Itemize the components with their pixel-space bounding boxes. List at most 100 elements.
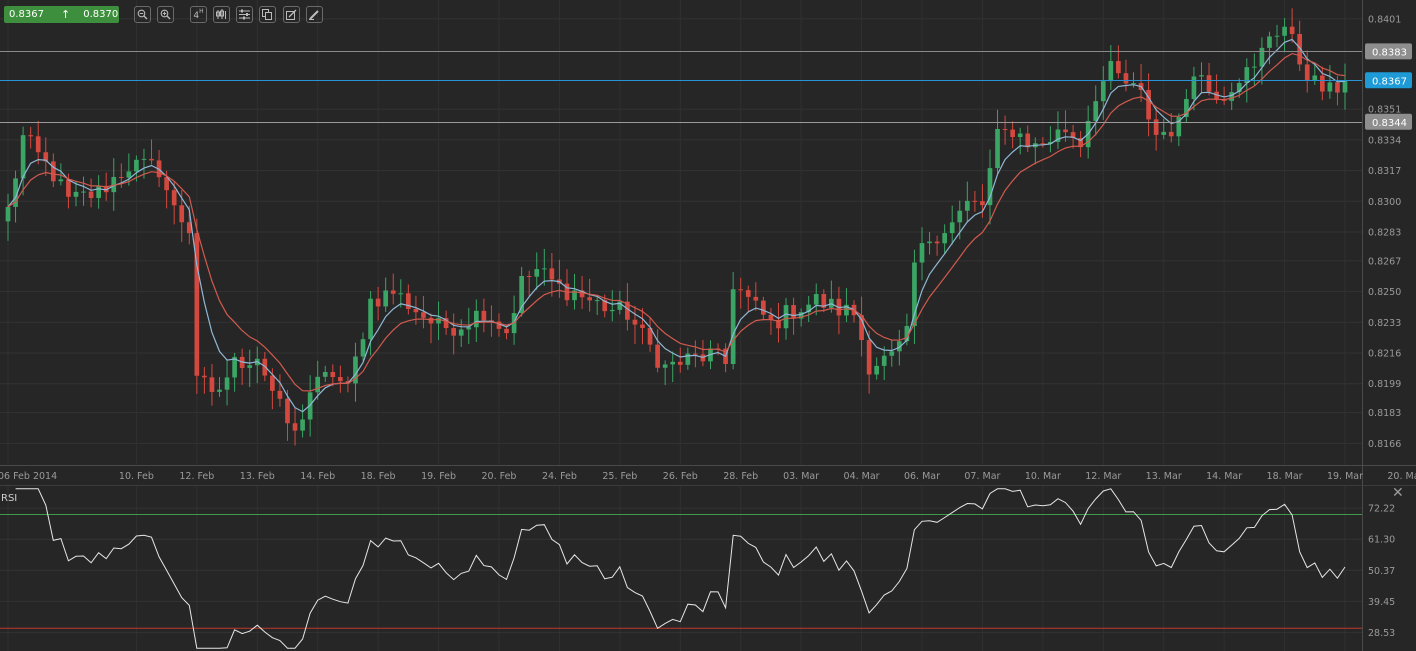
candle-down[interactable]: [1040, 143, 1046, 145]
candle-down[interactable]: [202, 375, 207, 378]
copy-icon[interactable]: [259, 6, 276, 23]
candle-up[interactable]: [662, 364, 668, 368]
candle-up[interactable]: [300, 419, 305, 431]
candle-up[interactable]: [1199, 75, 1204, 77]
candle-down[interactable]: [1116, 61, 1121, 74]
candle-down[interactable]: [292, 423, 298, 431]
candle-up[interactable]: [1229, 92, 1235, 101]
candle-down[interactable]: [1221, 99, 1227, 101]
candle-down[interactable]: [587, 297, 592, 301]
candle-down[interactable]: [504, 328, 509, 334]
candle-up[interactable]: [813, 294, 819, 305]
candle-down[interactable]: [1335, 82, 1340, 93]
candle-up[interactable]: [20, 135, 26, 179]
candle-down[interactable]: [103, 185, 109, 193]
candle-up[interactable]: [685, 353, 691, 365]
candle-up[interactable]: [912, 262, 917, 326]
candle-up[interactable]: [1017, 133, 1023, 138]
zoom-out-icon[interactable]: [134, 6, 151, 23]
candle-down[interactable]: [1206, 75, 1212, 92]
candle-down[interactable]: [821, 294, 827, 308]
candle-down[interactable]: [345, 381, 351, 384]
candle-up[interactable]: [1108, 61, 1114, 82]
candle-up[interactable]: [58, 179, 64, 182]
candle-up[interactable]: [1274, 35, 1280, 37]
candle-up[interactable]: [927, 241, 932, 244]
close-icon[interactable]: ✕: [1392, 485, 1404, 501]
candle-up[interactable]: [96, 185, 101, 199]
candle-down[interactable]: [579, 290, 585, 298]
candle-down[interactable]: [768, 314, 774, 320]
candle-down[interactable]: [428, 317, 434, 324]
candle-down[interactable]: [647, 327, 653, 345]
candle-down[interactable]: [866, 340, 872, 375]
candle-up[interactable]: [436, 318, 441, 324]
candle-up[interactable]: [987, 168, 993, 206]
candle-down[interactable]: [1289, 26, 1295, 35]
chart-type-icon[interactable]: [213, 6, 230, 23]
candle-down[interactable]: [791, 305, 796, 319]
candle-down[interactable]: [655, 344, 660, 368]
candle-up[interactable]: [904, 325, 910, 342]
candle-down[interactable]: [1063, 129, 1068, 133]
candle-up[interactable]: [1244, 67, 1250, 83]
candle-up[interactable]: [111, 176, 117, 193]
candle-down[interactable]: [413, 308, 419, 313]
indicators-icon[interactable]: [236, 6, 253, 23]
draw-icon[interactable]: [283, 6, 300, 23]
candle-up[interactable]: [896, 341, 902, 352]
candle-down[interactable]: [1297, 34, 1303, 65]
candle-up[interactable]: [466, 327, 472, 330]
candle-up[interactable]: [458, 329, 464, 336]
candle-up[interactable]: [1184, 98, 1189, 118]
quote-badge[interactable]: 0.8367 ↑ 0.8370: [4, 6, 119, 23]
candle-up[interactable]: [534, 269, 540, 277]
candle-down[interactable]: [421, 312, 426, 318]
candle-up[interactable]: [783, 305, 789, 329]
candle-up[interactable]: [1342, 80, 1348, 93]
candle-down[interactable]: [1214, 91, 1219, 100]
candle-down[interactable]: [1025, 133, 1031, 148]
candle-down[interactable]: [677, 361, 683, 365]
candle-down[interactable]: [194, 233, 200, 376]
pencil-icon[interactable]: [306, 6, 323, 23]
candle-down[interactable]: [1078, 138, 1083, 148]
candle-up[interactable]: [383, 290, 389, 307]
candle-down[interactable]: [338, 377, 343, 382]
candle-down[interactable]: [972, 200, 978, 202]
candle-down[interactable]: [451, 328, 457, 336]
candle-up[interactable]: [1236, 82, 1242, 93]
candle-up[interactable]: [1252, 66, 1257, 68]
candle-up[interactable]: [232, 356, 237, 378]
candle-up[interactable]: [798, 312, 804, 319]
candle-down[interactable]: [1153, 119, 1159, 135]
candle-up[interactable]: [949, 222, 955, 234]
candle-down[interactable]: [980, 201, 985, 206]
candle-down[interactable]: [35, 136, 41, 153]
candle-up[interactable]: [919, 243, 925, 263]
candle-up[interactable]: [730, 289, 736, 365]
candle-up[interactable]: [1267, 36, 1272, 48]
candle-down[interactable]: [859, 315, 864, 341]
candle-down[interactable]: [761, 300, 766, 315]
candle-down[interactable]: [1304, 64, 1310, 81]
candle-up[interactable]: [1048, 141, 1053, 144]
candle-up[interactable]: [1327, 82, 1333, 92]
candle-up[interactable]: [609, 309, 615, 312]
candle-up[interactable]: [964, 200, 970, 211]
zoom-in-icon[interactable]: [157, 6, 174, 23]
candle-up[interactable]: [1161, 131, 1167, 135]
rsi-panel[interactable]: 72.22 61.30 50.37 39.45 28.53 RSI: [0, 486, 1416, 651]
candle-down[interactable]: [1146, 90, 1151, 120]
candle-up[interactable]: [995, 128, 1000, 169]
candle-up[interactable]: [1100, 81, 1106, 102]
candle-up[interactable]: [541, 268, 547, 270]
candle-up[interactable]: [360, 339, 366, 357]
candle-down[interactable]: [776, 319, 781, 329]
candle-up[interactable]: [1055, 129, 1061, 142]
candle-up[interactable]: [806, 304, 812, 313]
candle-down[interactable]: [738, 289, 744, 291]
candle-down[interactable]: [481, 310, 487, 321]
candle-down[interactable]: [209, 377, 215, 392]
